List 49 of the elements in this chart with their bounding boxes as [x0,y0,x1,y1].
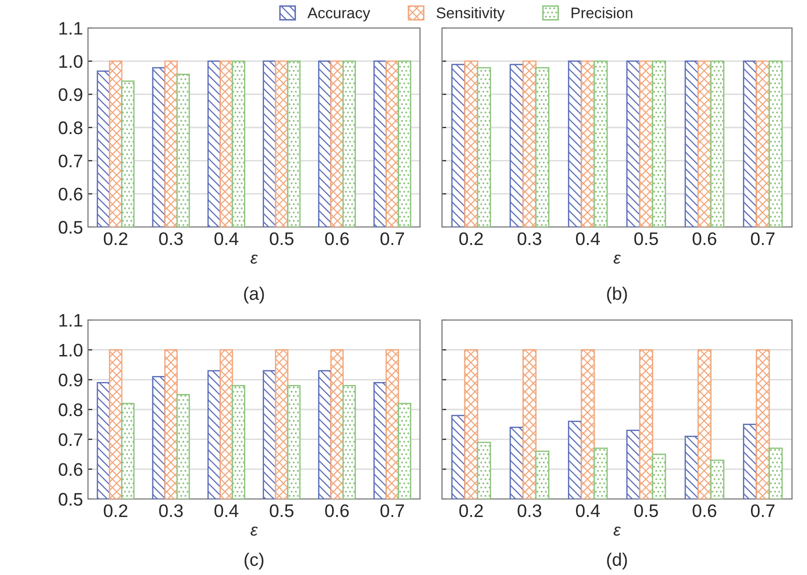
x-tick-label: 0.6 [325,232,349,246]
x-tick-label: 0.2 [459,504,483,518]
y-tick-label: 0.5 [58,220,82,234]
x-tick-label: 0.7 [380,504,404,518]
x-axis-title: ε [614,254,621,264]
text: (c) [244,552,264,570]
x-tick-label: 0.5 [270,232,294,246]
y-tick-label: 0.8 [58,403,82,416]
x-tick-label: 0.6 [692,504,716,518]
legend-label: Accuracy [307,8,370,22]
x-tick-label: 0.7 [750,232,774,246]
x-axis-title: ε [614,526,621,536]
x-tick-label: 0.3 [159,232,183,246]
x-tick-label: 0.2 [459,232,483,246]
x-tick-label: 0.2 [104,504,128,518]
x-tick-label: 0.5 [634,504,658,518]
x-tick-label: 0.7 [750,504,774,518]
x-tick-label: 0.4 [214,232,238,246]
y-tick-label: 1.0 [59,344,82,357]
y-tick-label: 0.6 [58,188,82,201]
y-tick-label: 0.7 [58,154,82,168]
x-tick-label: 0.3 [518,504,542,518]
x-tick-label: 0.6 [325,504,349,518]
y-tick-label: 1.1 [59,314,82,327]
x-tick-label: 0.4 [576,504,600,518]
legend-label: Sensitivity [436,7,505,22]
x-tick-label: 0.6 [692,232,716,246]
x-tick-label: 0.3 [518,232,542,246]
y-tick-label: 0.5 [58,492,82,506]
y-tick-label: 0.9 [58,88,82,102]
y-tick-label: 0.7 [58,433,82,446]
x-tick-label: 0.7 [380,232,404,246]
y-tick-label: 0.9 [58,374,82,386]
text: (b) [607,286,627,304]
x-axis-title: ε [250,526,258,536]
x-tick-label: 0.4 [576,232,600,246]
text: (d) [607,552,627,570]
x-tick-label: 0.4 [214,504,238,518]
x-axis-title: ε [250,254,258,264]
text: (a) [244,286,264,304]
x-tick-label: 0.3 [159,504,183,518]
x-tick-label: 0.2 [104,232,128,246]
x-tick-label: 0.5 [634,232,658,246]
y-tick-label: 0.6 [58,463,82,476]
x-tick-label: 0.5 [270,504,294,518]
y-tick-label: 0.8 [58,121,82,134]
y-tick-label: 1.0 [59,55,82,68]
y-tick-label: 1.1 [59,22,82,35]
legend-label: Precision [572,7,632,18]
